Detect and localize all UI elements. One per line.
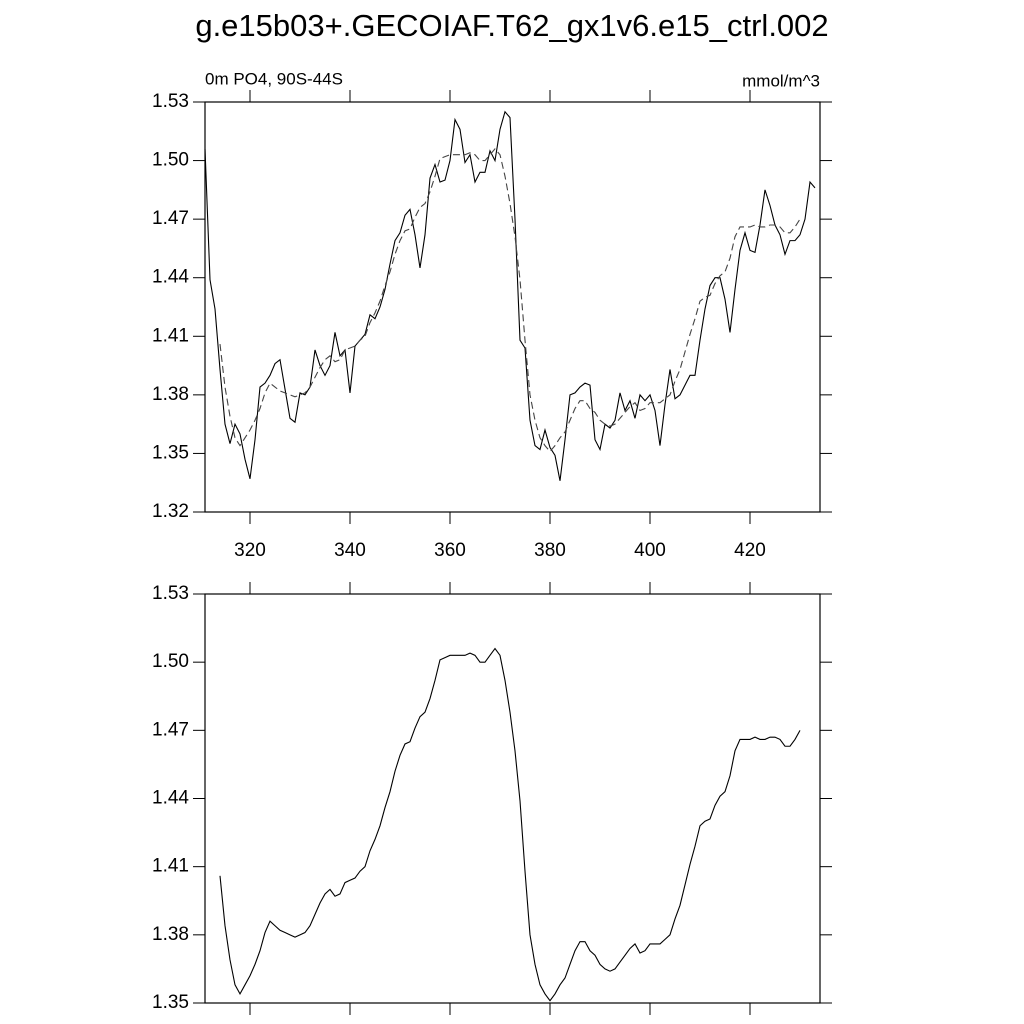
data-line xyxy=(219,148,801,453)
data-line xyxy=(204,110,816,481)
x-tick-label: 360 xyxy=(434,540,466,561)
x-tick-label: 380 xyxy=(534,540,566,561)
units-label: mmol/m^3 xyxy=(742,71,820,90)
y-tick-label: 1.41 xyxy=(152,856,189,877)
x-tick-label: 320 xyxy=(234,540,266,561)
y-tick-label: 1.50 xyxy=(152,150,189,171)
subtitle: 0m PO4, 90S-44S xyxy=(205,69,343,88)
y-tick-label: 1.35 xyxy=(152,442,189,463)
y-tick-label: 1.50 xyxy=(152,651,189,672)
y-tick-label: 1.32 xyxy=(152,501,189,522)
y-tick-label: 1.44 xyxy=(152,267,189,288)
x-tick-label: 340 xyxy=(334,540,366,561)
y-tick-label: 1.35 xyxy=(152,992,189,1013)
y-tick-label: 1.44 xyxy=(152,788,189,809)
y-tick-label: 1.38 xyxy=(152,924,189,945)
y-tick-label: 1.41 xyxy=(152,325,189,346)
data-line xyxy=(219,647,801,1002)
x-tick-label: 420 xyxy=(734,540,766,561)
y-tick-label: 1.47 xyxy=(152,208,189,229)
x-tick-label: 400 xyxy=(634,540,666,561)
y-tick-label: 1.38 xyxy=(152,384,189,405)
plot-frame xyxy=(204,101,821,513)
y-tick-label: 1.53 xyxy=(152,91,189,112)
main-title: g.e15b03+.GECOIAF.T62_gx1v6.e15_ctrl.002 xyxy=(195,8,828,43)
y-tick-label: 1.47 xyxy=(152,719,189,740)
y-tick-label: 1.53 xyxy=(152,583,189,604)
